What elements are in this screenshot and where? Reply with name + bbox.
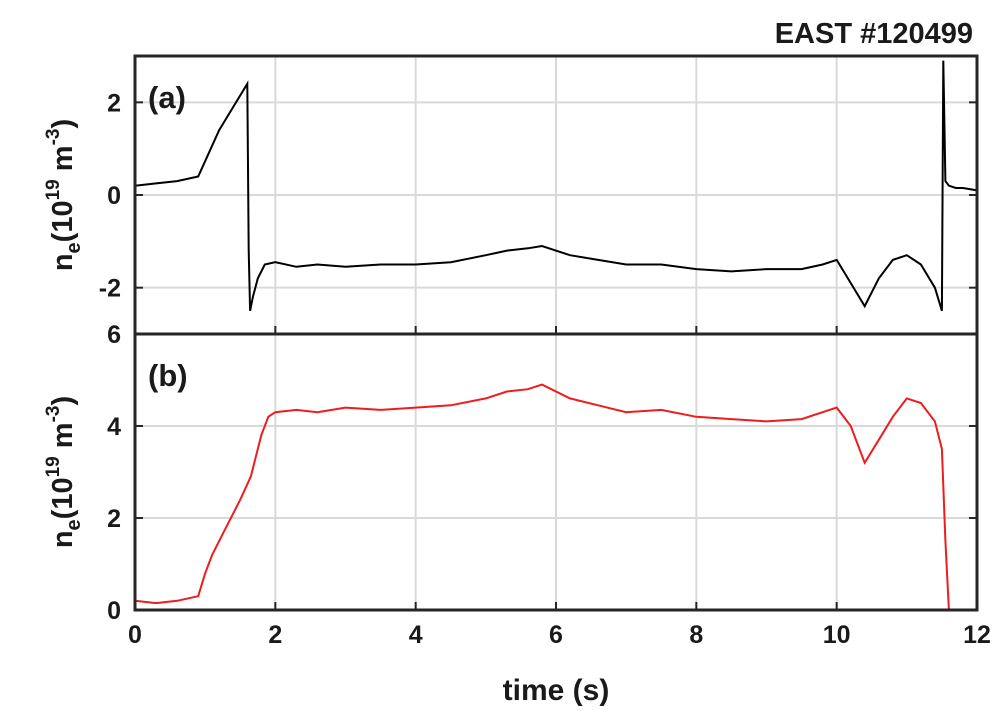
y-axis-label-b: ne(1019 m-3) xyxy=(43,396,85,548)
y-tick-label-b-1: 2 xyxy=(107,505,121,533)
panel-label-b: (b) xyxy=(148,358,188,393)
x-axis-label: time (s) xyxy=(503,674,610,707)
y-ticks-a: -2 0 2 xyxy=(99,89,978,334)
panel-b: 0 2 4 6 0 2 4 6 8 10 12 (b) ne(1019 m-3) xyxy=(43,321,991,649)
y-tick-label-a-1: 0 xyxy=(107,182,121,210)
y-ticks-b: 0 2 4 6 xyxy=(107,321,978,625)
axes-frame-b xyxy=(133,332,979,612)
grid-a xyxy=(135,56,977,334)
x-tick-label-6: 12 xyxy=(963,621,991,649)
y-tick-label-a-0: -2 xyxy=(99,275,121,303)
x-tick-label-5: 10 xyxy=(823,621,851,649)
y-tick-label-b-2: 4 xyxy=(107,413,121,441)
y-tick-label-a-2: 2 xyxy=(107,89,121,117)
y-tick-label-b-3: 6 xyxy=(107,321,121,349)
series-line-b xyxy=(134,383,950,611)
y-axis-label-a: ne(1019 m-3) xyxy=(43,119,85,271)
x-tick-label-2: 4 xyxy=(409,621,423,649)
x-tick-label-3: 6 xyxy=(549,621,563,649)
panel-label-a: (a) xyxy=(148,80,186,115)
grid-b xyxy=(135,334,977,610)
x-ticks: 0 2 4 6 8 10 12 xyxy=(128,621,991,649)
x-tick-label-0: 0 xyxy=(128,621,142,649)
y-tick-label-b-0: 0 xyxy=(107,597,121,625)
series-line-a xyxy=(134,60,978,312)
x-tick-label-4: 8 xyxy=(689,621,703,649)
figure-title: EAST #120499 xyxy=(775,18,973,50)
panel-a: -2 0 2 (a) ne(1019 m-3) xyxy=(43,54,979,336)
x-tick-label-1: 2 xyxy=(268,621,282,649)
